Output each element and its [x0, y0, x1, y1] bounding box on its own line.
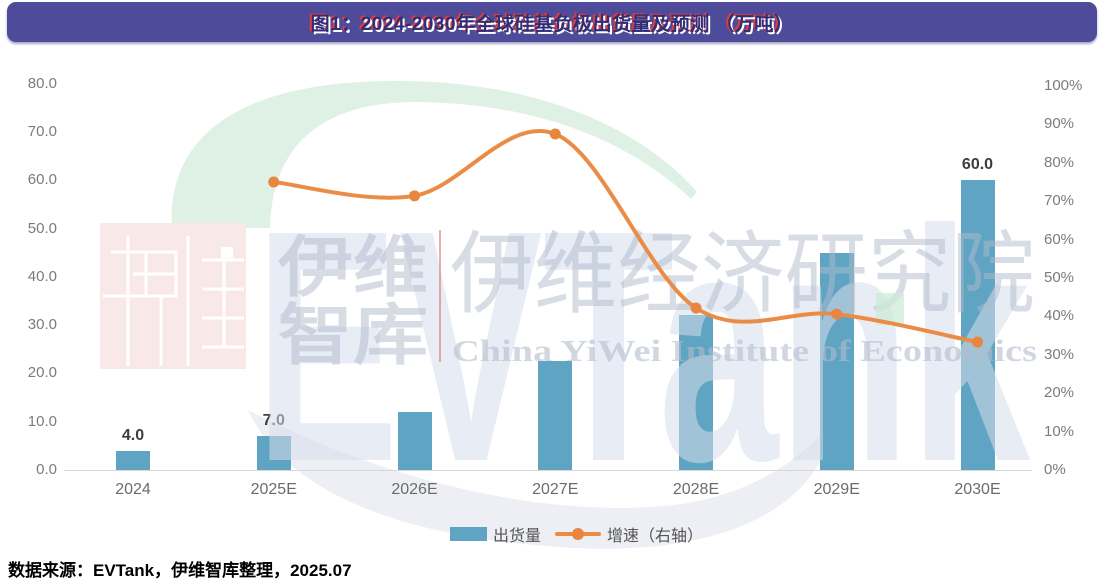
growth-marker-2026E[interactable] [409, 190, 420, 202]
legend-item-growth[interactable]: 增速（右轴） [555, 522, 703, 546]
watermark-stack-bottom: 智库 [278, 298, 428, 372]
bar-2029E[interactable] [819, 252, 854, 470]
chart-title: 图1：2024-2030年全球硅基负极出货量及预测 （万吨） [310, 13, 794, 35]
right-axis-tick: 50% [1044, 269, 1075, 286]
green-swoosh-shape [171, 80, 698, 228]
growth-marker-2029E[interactable] [831, 308, 843, 320]
x-axis-line [64, 470, 1032, 471]
bar-series-swatch [450, 527, 487, 541]
watermark-stack-top: 伊维 [277, 230, 428, 304]
right-axis-tick: 10% [1044, 422, 1075, 440]
bar-2027E[interactable] [538, 361, 573, 470]
watermark-en-text: China YiWei Institute of Economics [452, 333, 1037, 368]
bar-2024[interactable] [116, 450, 150, 470]
watermark-brand-text: EVTank [255, 161, 1031, 530]
x-label-2030E: 2030E [954, 481, 1001, 498]
growth-marker-2027E[interactable] [549, 128, 561, 140]
bar-2025E[interactable] [256, 436, 291, 470]
left-axis-tick: 0.0 [36, 461, 57, 478]
growth-line [271, 129, 980, 345]
left-axis-tick: 10.0 [27, 412, 57, 430]
left-axis-tick: 60.0 [27, 171, 57, 189]
x-label-2024: 2024 [115, 481, 151, 498]
left-axis-tick: 30.0 [27, 316, 57, 334]
watermark-cn-big-text: 伊维经济研究院 [450, 225, 1035, 325]
left-axis-tick: 50.0 [27, 219, 57, 237]
bar-2028E[interactable] [679, 315, 713, 470]
chart-title-bar: 图1：2024-2030年全球硅基负极出货量及预测 （万吨） [7, 2, 1097, 42]
bar-value-label-2030E: 60.0 [961, 156, 994, 174]
right-axis-tick: 70% [1044, 192, 1075, 210]
legend-label-shipments: 出货量 [493, 528, 542, 545]
right-axis-tick: 60% [1044, 230, 1075, 248]
left-axis-tick: 40.0 [27, 267, 57, 285]
pink-seal-watermark [100, 223, 246, 369]
growth-marker-2025E[interactable] [268, 176, 280, 188]
watermark-red-divider [439, 230, 441, 362]
growth-marker-2028E[interactable] [690, 302, 702, 314]
bar-2026E[interactable] [397, 412, 432, 470]
growth-marker-2030E[interactable] [972, 336, 983, 348]
bar-2030E[interactable] [960, 180, 995, 470]
legend-label-growth: 增速（右轴） [607, 528, 704, 545]
right-axis-tick: 40% [1044, 307, 1075, 325]
right-axis-tick: 0% [1044, 461, 1066, 478]
bar-value-label-2025E: 7.0 [262, 412, 285, 430]
legend-line-dot [572, 528, 585, 540]
legend-item-shipments[interactable]: 出货量 [450, 522, 541, 546]
x-label-2026E: 2026E [391, 481, 438, 498]
line-series-swatch [555, 528, 602, 540]
left-axis-tick: 80.0 [27, 74, 57, 92]
right-axis-tick: 90% [1044, 115, 1075, 133]
data-source: 数据来源：EVTank，伊维智库整理，2025.07 [8, 561, 352, 580]
x-label-2027E: 2027E [532, 481, 579, 498]
chart-legend: 出货量 增速（右轴） [450, 522, 703, 546]
left-axis-tick: 20.0 [27, 364, 57, 382]
right-axis-tick: 30% [1044, 345, 1075, 363]
right-axis-tick: 100% [1044, 77, 1083, 94]
right-axis-tick: 20% [1044, 384, 1075, 402]
x-label-2029E: 2029E [813, 481, 860, 498]
watermark-green-square [876, 293, 904, 325]
bar-value-label-2024: 4.0 [121, 426, 145, 444]
left-axis-tick: 70.0 [27, 122, 57, 140]
right-axis-tick: 80% [1044, 153, 1075, 171]
x-label-2025E: 2025E [250, 481, 297, 498]
x-label-2028E: 2028E [672, 481, 720, 498]
